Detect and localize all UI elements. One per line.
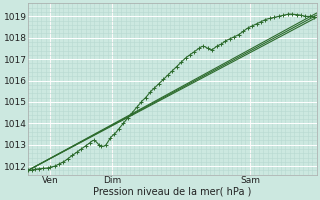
X-axis label: Pression niveau de la mer( hPa ): Pression niveau de la mer( hPa ): [93, 187, 252, 197]
